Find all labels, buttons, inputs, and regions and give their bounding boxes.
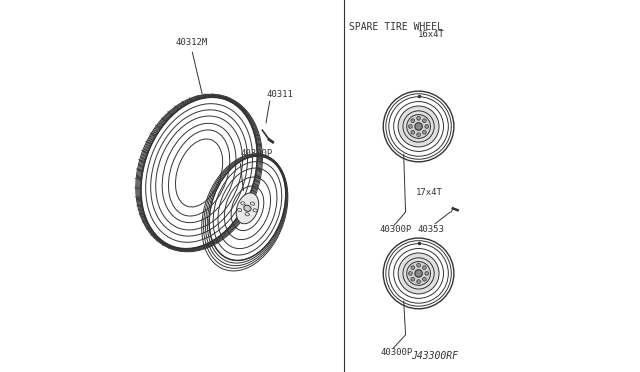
Text: J43300RF: J43300RF <box>411 351 458 361</box>
Text: 40300P: 40300P <box>380 348 413 357</box>
Circle shape <box>411 119 415 122</box>
Circle shape <box>417 263 420 267</box>
Circle shape <box>417 133 420 137</box>
Circle shape <box>415 270 422 277</box>
Text: 17x4T: 17x4T <box>416 188 443 197</box>
Circle shape <box>422 119 426 122</box>
Circle shape <box>411 278 415 281</box>
Ellipse shape <box>236 193 259 224</box>
Circle shape <box>406 262 431 285</box>
Circle shape <box>398 106 439 147</box>
Text: SPARE TIRE WHEEL: SPARE TIRE WHEEL <box>349 22 443 32</box>
Circle shape <box>425 125 429 128</box>
Circle shape <box>411 266 415 269</box>
Circle shape <box>417 116 420 120</box>
Ellipse shape <box>244 205 251 211</box>
Circle shape <box>422 266 426 269</box>
Circle shape <box>408 272 412 275</box>
Circle shape <box>408 125 412 128</box>
Text: 40300P: 40300P <box>240 149 272 158</box>
Circle shape <box>415 123 422 130</box>
Circle shape <box>406 115 431 138</box>
Circle shape <box>411 131 415 134</box>
Circle shape <box>422 131 426 134</box>
Text: 16x4T: 16x4T <box>418 30 445 39</box>
Text: 40312M: 40312M <box>175 38 208 46</box>
Text: 40353: 40353 <box>417 225 444 234</box>
Text: 40300P: 40300P <box>380 225 412 234</box>
Circle shape <box>422 278 426 281</box>
Circle shape <box>417 280 420 283</box>
Text: 40311: 40311 <box>266 90 293 99</box>
Circle shape <box>398 253 439 294</box>
Circle shape <box>425 272 429 275</box>
